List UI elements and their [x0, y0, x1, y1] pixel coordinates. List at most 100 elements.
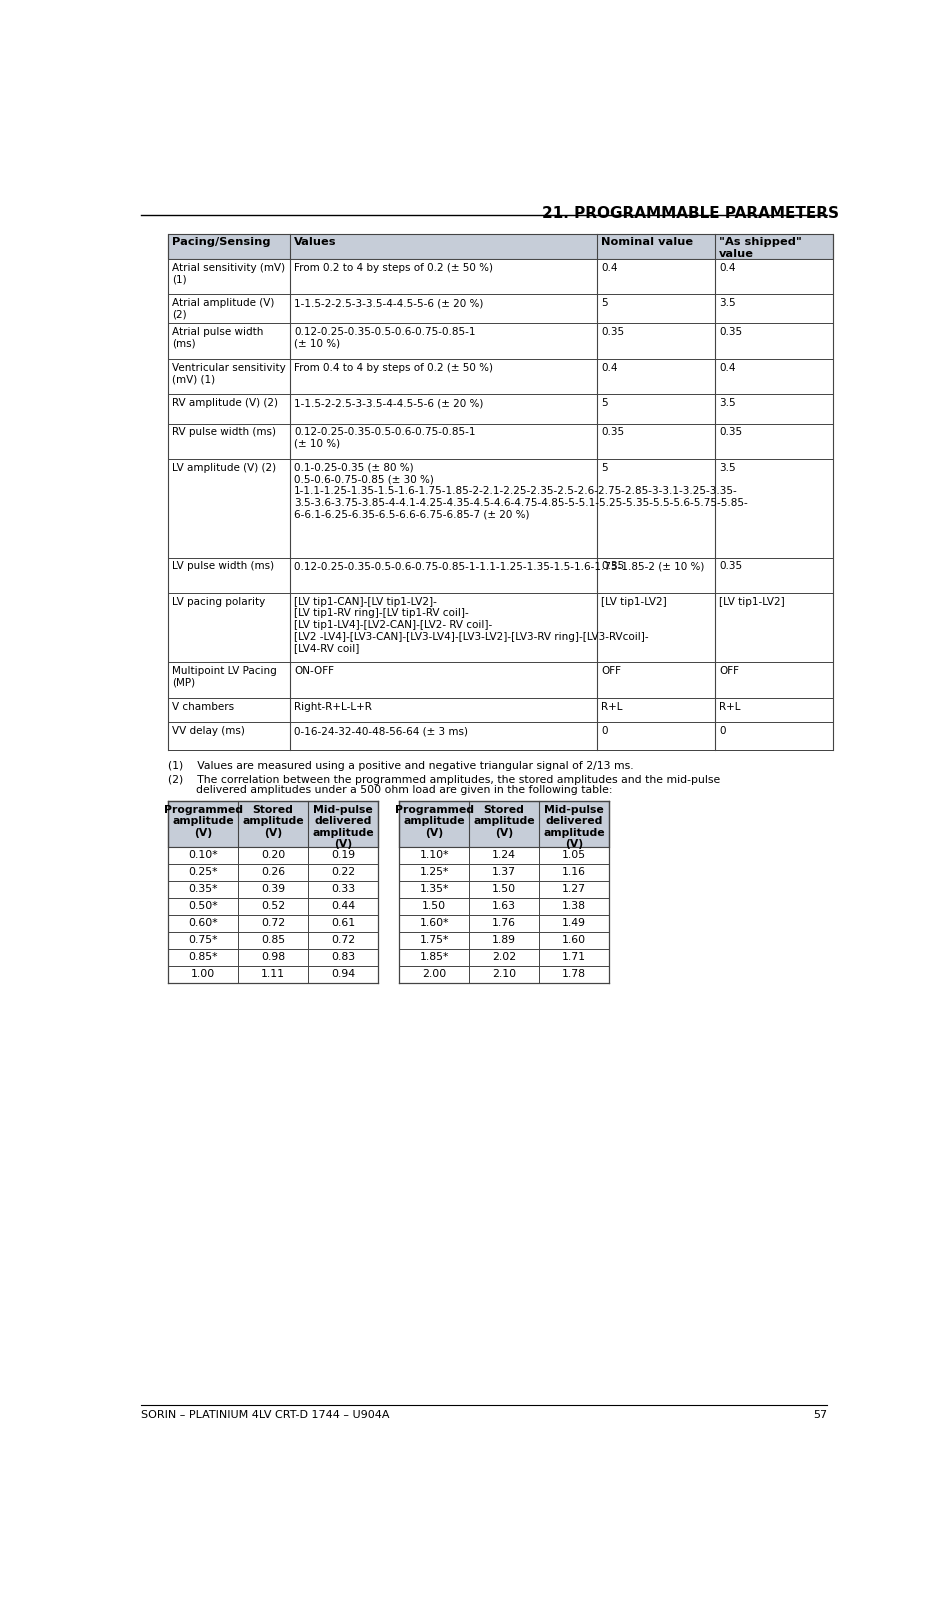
- Bar: [168, 259, 290, 294]
- Bar: [168, 898, 378, 914]
- Bar: [290, 294, 597, 323]
- Text: LV amplitude (V) (2): LV amplitude (V) (2): [172, 463, 277, 473]
- Text: 57: 57: [812, 1409, 826, 1421]
- Text: 1.25*: 1.25*: [419, 868, 448, 877]
- Text: 0.20: 0.20: [261, 850, 285, 860]
- Text: Mid-pulse
delivered
amplitude
(V): Mid-pulse delivered amplitude (V): [543, 805, 604, 850]
- Bar: [715, 323, 833, 360]
- Text: Atrial amplitude (V)
(2): Atrial amplitude (V) (2): [172, 297, 275, 320]
- Bar: [715, 360, 833, 395]
- Text: 1.11: 1.11: [261, 968, 285, 978]
- Text: 1.37: 1.37: [492, 868, 515, 877]
- Text: 0.4: 0.4: [600, 363, 617, 372]
- Text: 1.10*: 1.10*: [419, 850, 448, 860]
- Text: Multipoint LV Pacing
(MP): Multipoint LV Pacing (MP): [172, 666, 277, 687]
- Bar: [715, 395, 833, 423]
- Bar: [168, 914, 378, 932]
- Bar: [399, 865, 608, 880]
- Text: 0.10*: 0.10*: [189, 850, 218, 860]
- Text: 5: 5: [600, 398, 607, 407]
- Text: 0.85*: 0.85*: [189, 952, 218, 962]
- Text: R+L: R+L: [718, 702, 740, 711]
- Text: 1-1.5-2-2.5-3-3.5-4-4.5-5-6 (± 20 %): 1-1.5-2-2.5-3-3.5-4-4.5-5-6 (± 20 %): [294, 297, 483, 308]
- Text: OFF: OFF: [718, 666, 738, 676]
- Text: 1.35*: 1.35*: [419, 884, 448, 893]
- Bar: [290, 360, 597, 395]
- Text: OFF: OFF: [600, 666, 620, 676]
- Text: 1.24: 1.24: [492, 850, 515, 860]
- Bar: [597, 395, 715, 423]
- Text: 0.50*: 0.50*: [189, 901, 218, 911]
- Text: 0.35*: 0.35*: [189, 884, 218, 893]
- Text: 1.49: 1.49: [562, 917, 585, 928]
- Text: (2)    The correlation between the programmed amplitudes, the stored amplitudes : (2) The correlation between the programm…: [168, 775, 720, 785]
- Text: 2.02: 2.02: [492, 952, 515, 962]
- Bar: [168, 423, 290, 459]
- Bar: [597, 259, 715, 294]
- Bar: [715, 259, 833, 294]
- Text: "As shipped"
value: "As shipped" value: [718, 237, 801, 259]
- Bar: [597, 558, 715, 593]
- Text: 3.5: 3.5: [718, 398, 734, 407]
- Bar: [597, 662, 715, 698]
- Bar: [715, 558, 833, 593]
- Bar: [290, 593, 597, 662]
- Text: RV amplitude (V) (2): RV amplitude (V) (2): [172, 398, 278, 407]
- Bar: [715, 294, 833, 323]
- Text: 0.22: 0.22: [330, 868, 355, 877]
- Text: 1.50: 1.50: [492, 884, 515, 893]
- Bar: [399, 847, 608, 865]
- Text: 1.85*: 1.85*: [419, 952, 448, 962]
- Text: 1.38: 1.38: [562, 901, 585, 911]
- Text: Atrial sensitivity (mV)
(1): Atrial sensitivity (mV) (1): [172, 262, 285, 284]
- Bar: [290, 698, 597, 722]
- Bar: [597, 722, 715, 749]
- Text: Nominal value: Nominal value: [600, 237, 693, 248]
- Text: 1.60*: 1.60*: [419, 917, 448, 928]
- Text: 1.78: 1.78: [562, 968, 585, 978]
- Text: Ventricular sensitivity
(mV) (1): Ventricular sensitivity (mV) (1): [172, 363, 286, 384]
- Text: 1.89: 1.89: [492, 935, 515, 944]
- Bar: [290, 558, 597, 593]
- Bar: [399, 880, 608, 898]
- Text: 0.60*: 0.60*: [189, 917, 218, 928]
- Text: 1.05: 1.05: [561, 850, 585, 860]
- Bar: [168, 932, 378, 949]
- Text: 2.10: 2.10: [492, 968, 515, 978]
- Text: 0.85: 0.85: [261, 935, 285, 944]
- Bar: [168, 395, 290, 423]
- Text: 1.00: 1.00: [191, 968, 215, 978]
- Bar: [168, 558, 290, 593]
- Text: 21. PROGRAMMABLE PARAMETERS: 21. PROGRAMMABLE PARAMETERS: [541, 206, 838, 221]
- Bar: [168, 801, 378, 847]
- Bar: [399, 801, 608, 847]
- Bar: [399, 914, 608, 932]
- Text: [LV tip1-LV2]: [LV tip1-LV2]: [718, 596, 784, 607]
- Text: 1.50: 1.50: [422, 901, 446, 911]
- Text: 0.4: 0.4: [718, 262, 734, 273]
- Bar: [168, 294, 290, 323]
- Text: Stored
amplitude
(V): Stored amplitude (V): [473, 805, 534, 837]
- Text: 1-1.5-2-2.5-3-3.5-4-4.5-5-6 (± 20 %): 1-1.5-2-2.5-3-3.5-4-4.5-5-6 (± 20 %): [294, 398, 483, 407]
- Text: 0.19: 0.19: [330, 850, 355, 860]
- Text: 0.12-0.25-0.35-0.5-0.6-0.75-0.85-1
(± 10 %): 0.12-0.25-0.35-0.5-0.6-0.75-0.85-1 (± 10…: [294, 328, 475, 348]
- Bar: [715, 662, 833, 698]
- Text: 0.72: 0.72: [330, 935, 355, 944]
- Bar: [715, 423, 833, 459]
- Bar: [290, 395, 597, 423]
- Bar: [597, 360, 715, 395]
- Text: 0.4: 0.4: [600, 262, 617, 273]
- Bar: [597, 294, 715, 323]
- Bar: [168, 360, 290, 395]
- Bar: [597, 593, 715, 662]
- Text: 0.35: 0.35: [600, 561, 624, 572]
- Text: 0.44: 0.44: [330, 901, 355, 911]
- Text: 0: 0: [718, 725, 725, 737]
- Bar: [168, 593, 290, 662]
- Text: Stored
amplitude
(V): Stored amplitude (V): [242, 805, 304, 837]
- Bar: [168, 698, 290, 722]
- Bar: [168, 323, 290, 360]
- Text: Pacing/Sensing: Pacing/Sensing: [172, 237, 271, 248]
- Bar: [715, 459, 833, 558]
- Text: 0.83: 0.83: [330, 952, 355, 962]
